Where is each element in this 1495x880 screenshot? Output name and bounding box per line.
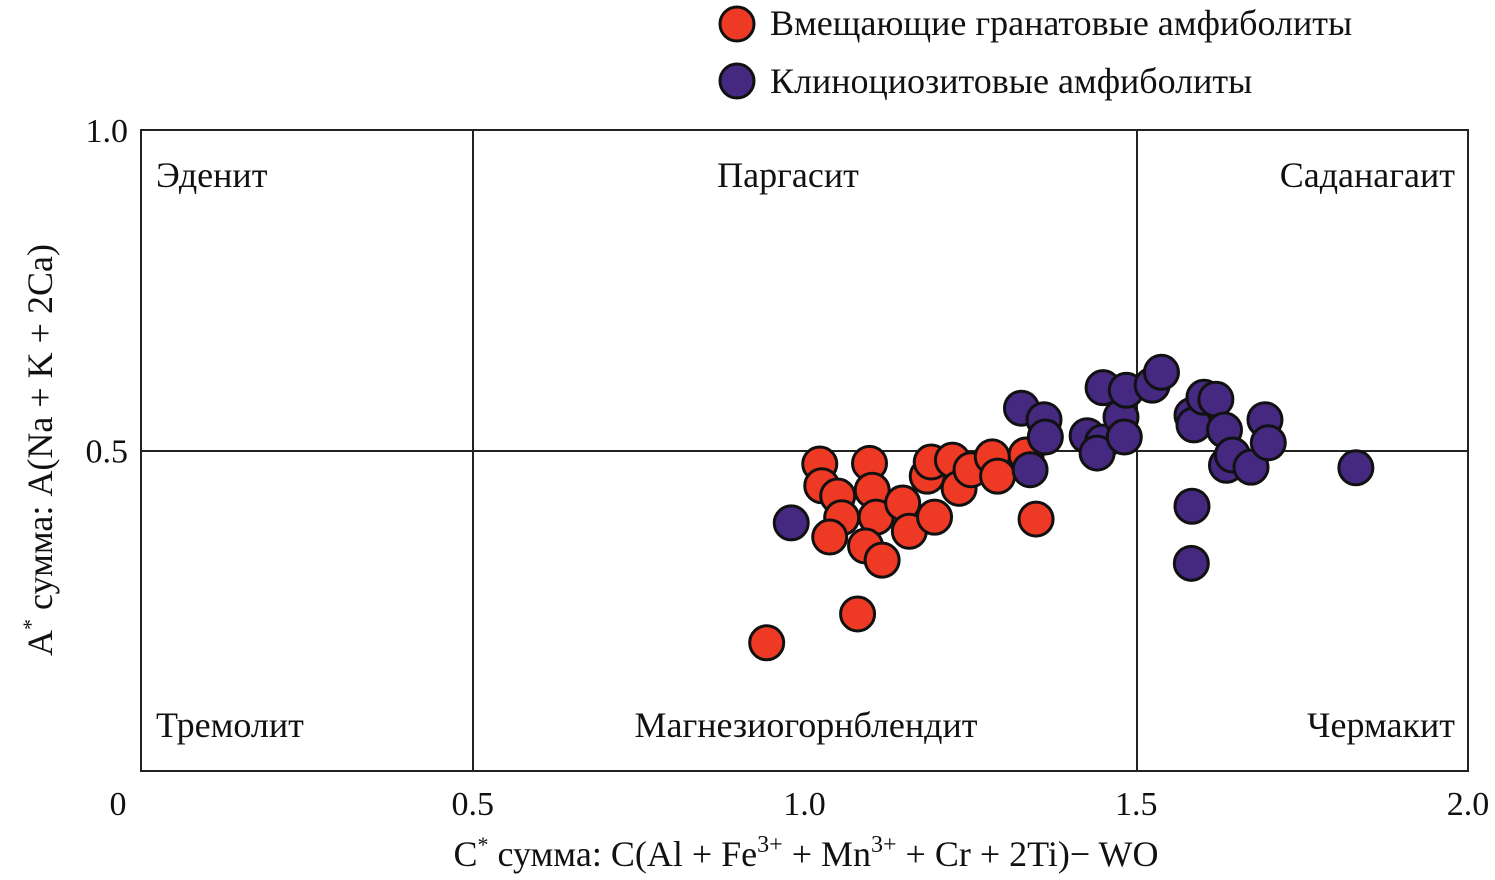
- field-label-magnesiohornblende: Магнезиогорнблендит: [634, 705, 977, 745]
- data-points: [748, 353, 1375, 662]
- point-host-garnet-amphibolite: [916, 498, 954, 536]
- point-clinozoisite-amphibolite: [1026, 418, 1064, 456]
- point-host-garnet-amphibolite: [1017, 500, 1055, 538]
- x-tick-label: 1.5: [1115, 786, 1158, 823]
- legend-marker-clinozoisite-amphibolites: [718, 62, 756, 100]
- x-tick-label: 0: [110, 786, 127, 823]
- y-axis-label: A* сумма: A(Na + K + 2Ca): [18, 244, 60, 656]
- legend-label-host-garnet-amphibolites: Вмещающие гранатовые амфиболиты: [770, 3, 1352, 43]
- field-label-tschermakite: Чермакит: [1307, 705, 1455, 745]
- field-label-edenite: Эденит: [156, 155, 268, 195]
- x-tick-label: 0.5: [452, 786, 495, 823]
- point-clinozoisite-amphibolite: [1011, 451, 1049, 489]
- point-host-garnet-amphibolite: [811, 518, 849, 556]
- point-clinozoisite-amphibolite: [1105, 418, 1143, 456]
- field-label-pargasite: Паргасит: [717, 155, 859, 195]
- legend: Вмещающие гранатовые амфиболиты Клиноцио…: [718, 3, 1352, 101]
- point-host-garnet-amphibolite: [839, 595, 877, 633]
- y-tick-label: 1.0: [86, 113, 129, 150]
- point-host-garnet-amphibolite: [748, 624, 786, 662]
- point-clinozoisite-amphibolite: [772, 504, 810, 542]
- y-tick-label: 0.5: [86, 434, 129, 471]
- point-host-garnet-amphibolite: [979, 457, 1017, 495]
- legend-marker-host-garnet-amphibolites: [718, 5, 756, 43]
- x-tick-labels: 0 0.5 1.0 1.5 2.0: [110, 786, 1490, 823]
- point-clinozoisite-amphibolite: [1197, 380, 1235, 418]
- point-clinozoisite-amphibolite: [1337, 449, 1375, 487]
- point-clinozoisite-amphibolite: [1078, 434, 1116, 472]
- point-host-garnet-amphibolite: [863, 541, 901, 579]
- point-clinozoisite-amphibolite: [1249, 424, 1287, 462]
- field-label-tremolite: Тремолит: [156, 705, 304, 745]
- x-tick-label: 2.0: [1447, 786, 1490, 823]
- point-clinozoisite-amphibolite: [1172, 544, 1210, 582]
- y-tick-labels: 0.5 1.0: [86, 113, 129, 471]
- x-tick-label: 1.0: [783, 786, 826, 823]
- field-label-sadanagaite: Саданагаит: [1280, 155, 1456, 195]
- x-axis-label: C* сумма: C(Al + Fe3+ + Mn3+ + Cr + 2Ti)…: [453, 832, 1158, 874]
- legend-label-clinozoisite-amphibolites: Клиноциозитовые амфиболиты: [770, 61, 1252, 101]
- point-clinozoisite-amphibolite: [1142, 353, 1180, 391]
- point-clinozoisite-amphibolite: [1173, 487, 1211, 525]
